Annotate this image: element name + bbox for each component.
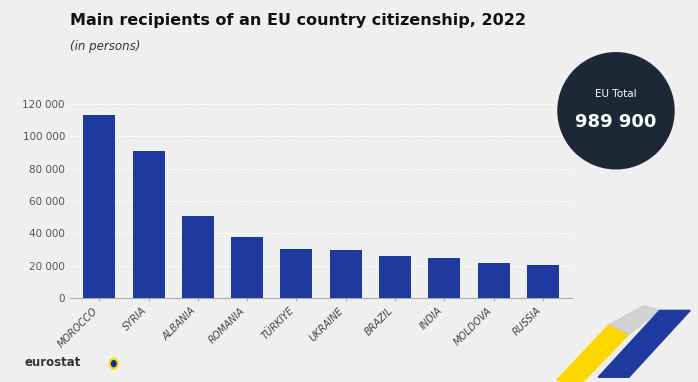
- Bar: [329, 250, 362, 298]
- Bar: [231, 237, 263, 298]
- Polygon shape: [598, 310, 690, 377]
- Bar: [379, 256, 411, 298]
- Bar: [133, 151, 165, 298]
- Bar: [281, 249, 313, 298]
- Bar: [83, 115, 115, 298]
- Text: Main recipients of an EU country citizenship, 2022: Main recipients of an EU country citizen…: [70, 13, 526, 28]
- Polygon shape: [609, 306, 660, 334]
- Circle shape: [558, 53, 674, 169]
- Circle shape: [112, 361, 116, 367]
- Bar: [477, 263, 510, 298]
- Circle shape: [110, 358, 118, 369]
- Text: 989 900: 989 900: [575, 113, 657, 131]
- Text: eurostat: eurostat: [24, 356, 81, 369]
- Polygon shape: [557, 325, 629, 382]
- Bar: [527, 265, 559, 298]
- Text: (in persons): (in persons): [70, 40, 140, 53]
- Bar: [429, 258, 460, 298]
- Text: EU Total: EU Total: [595, 89, 637, 99]
- Bar: [182, 216, 214, 298]
